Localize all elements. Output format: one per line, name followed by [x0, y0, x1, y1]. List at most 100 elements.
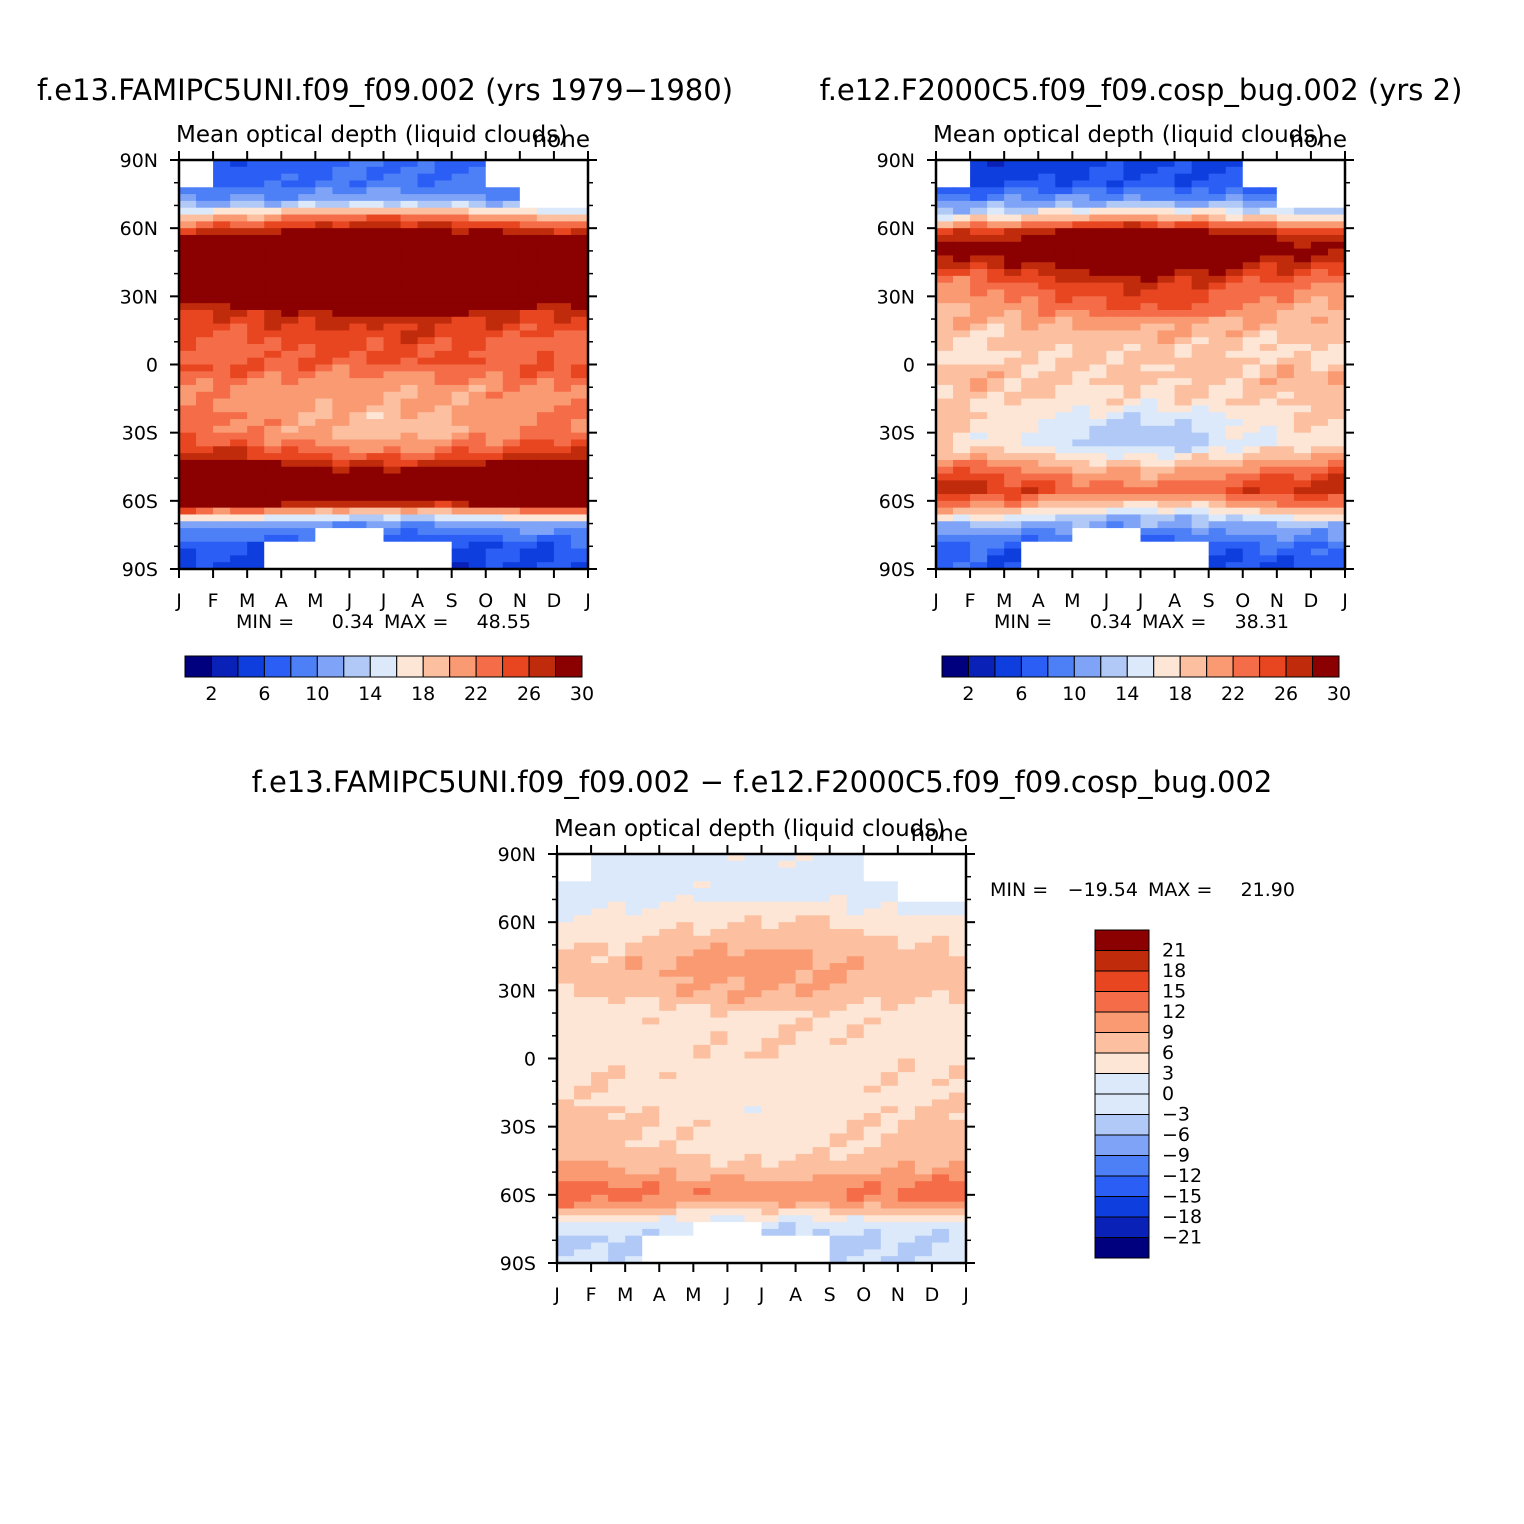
- heatmap-cell: [676, 1242, 694, 1250]
- heatmap-cell: [829, 1201, 848, 1210]
- heatmap-cell: [953, 412, 971, 420]
- heatmap-cell: [987, 364, 1005, 372]
- heatmap-cell: [953, 262, 971, 270]
- heatmap-cell: [1004, 187, 1022, 195]
- heatmap-cell: [1310, 330, 1329, 338]
- heatmap-cell: [846, 867, 865, 876]
- heatmap-cell: [1208, 296, 1227, 304]
- heatmap-cell: [1038, 350, 1056, 359]
- heatmap-cell: [727, 1038, 746, 1046]
- heatmap-cell: [247, 378, 265, 386]
- heatmap-cell: [1174, 194, 1193, 202]
- heatmap-cell: [778, 1153, 797, 1162]
- heatmap-cell: [1293, 344, 1312, 352]
- heatmap-cell: [553, 384, 572, 393]
- heatmap-cell: [744, 1140, 763, 1148]
- heatmap-cell: [281, 316, 299, 325]
- colorbar-box: [555, 655, 583, 678]
- heatmap-cell: [953, 241, 971, 250]
- heatmap-cell: [1259, 207, 1278, 216]
- heatmap-cell: [264, 405, 282, 413]
- heatmap-cell: [676, 901, 694, 910]
- heatmap-cell: [812, 1024, 831, 1032]
- heatmap-cell: [931, 963, 950, 971]
- heatmap-cell: [1157, 466, 1176, 475]
- heatmap-cell: [519, 521, 538, 529]
- heatmap-cell: [1106, 296, 1125, 304]
- heatmap-cell: [1310, 412, 1329, 420]
- heatmap-cell: [1072, 412, 1090, 420]
- heatmap-cell: [451, 303, 470, 311]
- heatmap-cell: [557, 1024, 575, 1032]
- heatmap-cell: [1072, 528, 1090, 536]
- heatmap-cell: [948, 1167, 967, 1175]
- heatmap-cell: [1174, 562, 1193, 570]
- heatmap-cell: [332, 275, 351, 284]
- heatmap-cell: [519, 194, 538, 202]
- heatmap-cell: [1225, 562, 1244, 570]
- heatmap-cell: [434, 459, 453, 468]
- heatmap-cell: [366, 180, 385, 188]
- heatmap-cell: [727, 928, 746, 937]
- heatmap-cell: [349, 194, 368, 202]
- heatmap-cell: [519, 548, 538, 556]
- heatmap-cell: [553, 255, 572, 263]
- heatmap-cell: [230, 234, 248, 243]
- heatmap-cell: [1310, 439, 1329, 447]
- heatmap-cell: [264, 466, 282, 475]
- heatmap-cell: [434, 187, 453, 195]
- heatmap-cell: [400, 446, 419, 454]
- heatmap-cell: [1021, 228, 1039, 236]
- heatmap-cell: [1174, 255, 1193, 263]
- heatmap-cell: [744, 860, 763, 869]
- heatmap-cell: [1242, 541, 1261, 550]
- heatmap-cell: [264, 166, 282, 175]
- heatmap-cell: [1157, 248, 1176, 257]
- heatmap-cell: [727, 1174, 746, 1182]
- heatmap-cell: [553, 180, 572, 188]
- heatmap-cell: [298, 160, 316, 168]
- heatmap-cell: [1123, 214, 1142, 222]
- heatmap-cell: [451, 419, 470, 427]
- heatmap-cell: [591, 976, 609, 985]
- heatmap-cell: [778, 928, 797, 937]
- heatmap-cell: [468, 303, 487, 311]
- heatmap-cell: [625, 997, 643, 1005]
- heatmap-cell: [230, 453, 248, 461]
- heatmap-cell: [1072, 494, 1090, 502]
- heatmap-cell: [1327, 316, 1346, 325]
- heatmap-cell: [1191, 200, 1210, 209]
- heatmap-cell: [519, 371, 538, 379]
- heatmap-cell: [880, 1017, 899, 1026]
- heatmap-cell: [315, 275, 333, 284]
- heatmap-cell: [642, 983, 660, 991]
- heatmap-cell: [642, 1147, 660, 1155]
- heatmap-cell: [383, 187, 402, 195]
- heatmap-cell: [557, 1051, 575, 1060]
- heatmap-cell: [744, 894, 763, 903]
- heatmap-cell: [591, 1133, 609, 1141]
- heatmap-cell: [936, 173, 954, 182]
- heatmap-cell: [812, 1038, 831, 1046]
- heatmap-cell: [880, 901, 899, 910]
- heatmap-cell: [1276, 180, 1295, 188]
- heatmap-cell: [1089, 309, 1108, 318]
- heatmap-cell: [468, 173, 487, 182]
- heatmap-cell: [1276, 398, 1295, 406]
- heatmap-cell: [863, 963, 882, 971]
- heatmap-cell: [1174, 214, 1193, 222]
- heatmap-cell: [608, 1058, 626, 1066]
- heatmap-cell: [880, 1140, 899, 1148]
- heatmap-cell: [553, 378, 572, 386]
- heatmap-cell: [676, 949, 694, 957]
- heatmap-cell: [693, 874, 711, 882]
- heatmap-cell: [485, 296, 504, 304]
- heatmap-cell: [485, 275, 504, 284]
- heatmap-cell: [948, 1058, 967, 1066]
- heatmap-cell: [710, 983, 729, 991]
- heatmap-cell: [1208, 255, 1227, 263]
- colorbar-label: 18: [1162, 960, 1186, 982]
- heatmap-cell: [400, 398, 419, 406]
- heatmap-cell: [179, 337, 197, 345]
